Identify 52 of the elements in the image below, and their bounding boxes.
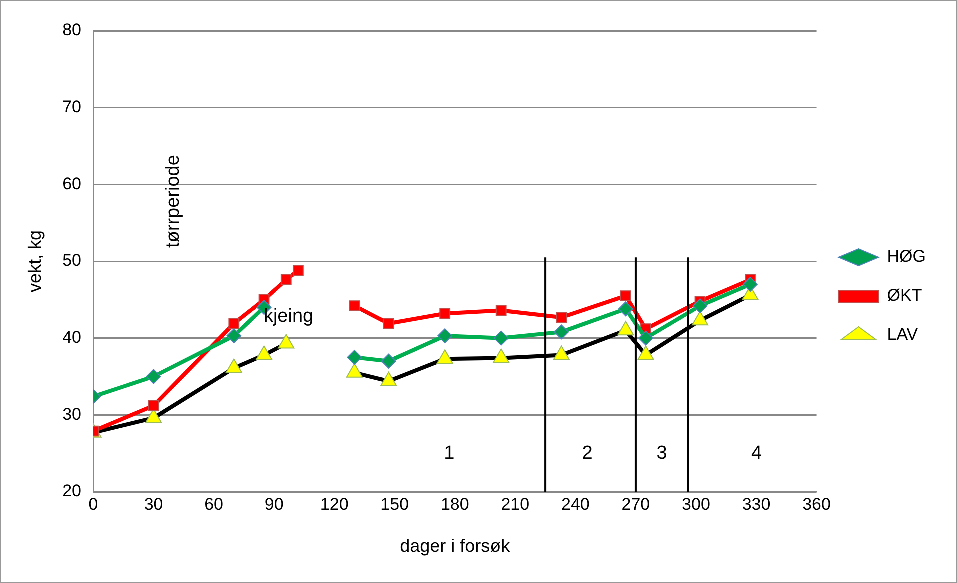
x-tick-label: 60 bbox=[204, 494, 224, 514]
legend-label: ØKT bbox=[887, 286, 922, 306]
point bbox=[556, 312, 568, 324]
x-tick-label: 210 bbox=[501, 494, 530, 514]
y-tick-label: 60 bbox=[62, 174, 82, 194]
x-tick-label: 300 bbox=[682, 494, 710, 514]
legend-label: LAV bbox=[887, 325, 919, 344]
point bbox=[349, 300, 360, 312]
x-tick-label: 330 bbox=[742, 494, 771, 514]
point bbox=[226, 328, 242, 344]
point bbox=[440, 308, 451, 320]
point bbox=[620, 290, 632, 302]
point bbox=[148, 400, 160, 412]
annotation: 3 bbox=[656, 442, 668, 464]
point bbox=[638, 330, 654, 346]
point bbox=[347, 350, 362, 366]
point bbox=[618, 302, 634, 317]
y-tick-label: 70 bbox=[62, 98, 82, 117]
annotation: 2 bbox=[582, 442, 593, 464]
x-tick-label: 30 bbox=[144, 494, 164, 514]
point bbox=[381, 354, 396, 369]
y-tick-label: 30 bbox=[62, 404, 82, 424]
point bbox=[280, 274, 292, 286]
legend-label: HØG bbox=[887, 247, 926, 266]
point bbox=[692, 298, 708, 314]
y-axis-title: vekt, kg bbox=[24, 230, 45, 293]
point bbox=[438, 328, 453, 344]
annotation: 4 bbox=[751, 442, 762, 464]
annotation: kjeing bbox=[264, 306, 314, 328]
y-tick-label: 80 bbox=[62, 20, 82, 40]
point bbox=[494, 330, 509, 346]
x-tick-label: 360 bbox=[802, 494, 831, 514]
point bbox=[292, 265, 304, 276]
point bbox=[496, 305, 507, 316]
x-tick-label: 270 bbox=[622, 494, 650, 514]
x-tick-label: 240 bbox=[562, 494, 590, 514]
annotation: tørrperiode bbox=[163, 155, 184, 248]
point bbox=[383, 318, 394, 330]
x-tick-label: 0 bbox=[88, 494, 98, 514]
x-axis-title: dager i forsøk bbox=[400, 536, 512, 556]
point bbox=[146, 369, 162, 384]
y-tick-label: 50 bbox=[62, 251, 82, 270]
x-tick-label: 120 bbox=[320, 494, 349, 514]
point bbox=[554, 324, 570, 340]
x-tick-label: 150 bbox=[380, 494, 410, 514]
y-tick-label: 20 bbox=[62, 482, 82, 501]
point bbox=[228, 318, 240, 330]
annotation: 1 bbox=[444, 442, 455, 464]
x-tick-label: 90 bbox=[264, 494, 284, 514]
y-tick-label: 40 bbox=[62, 328, 82, 348]
point bbox=[742, 277, 758, 292]
x-tick-label: 180 bbox=[440, 494, 470, 514]
